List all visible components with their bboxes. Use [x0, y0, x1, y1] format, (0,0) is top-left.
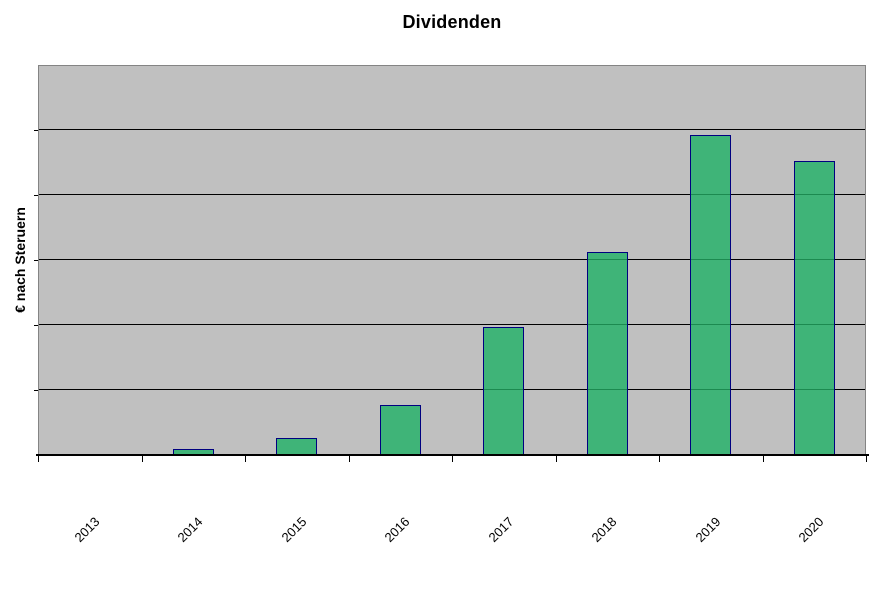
- bar-2014: [173, 449, 214, 454]
- bar-2017: [483, 327, 524, 454]
- bar-gridline-overlay: [484, 389, 523, 390]
- gridline: [39, 259, 865, 260]
- bar-2016: [380, 405, 421, 454]
- y-axis-label: € nach Steruern: [12, 207, 28, 313]
- y-axis-tick: [34, 195, 38, 196]
- x-tick-label-2017: 2017: [485, 514, 517, 546]
- y-axis-tick: [34, 390, 38, 391]
- bar-gridline-overlay: [588, 259, 627, 260]
- x-tick-label-2014: 2014: [174, 514, 206, 546]
- gridline: [39, 194, 865, 195]
- bar-gridline-overlay: [691, 194, 730, 195]
- x-axis-tick: [142, 456, 143, 462]
- x-axis-tick: [866, 456, 867, 462]
- x-tick-label-2020: 2020: [795, 514, 827, 546]
- bar-gridline-overlay: [795, 324, 834, 325]
- gridline: [39, 324, 865, 325]
- bar-2019: [690, 135, 731, 454]
- bar-gridline-overlay: [588, 324, 627, 325]
- bar-gridline-overlay: [588, 389, 627, 390]
- bar-gridline-overlay: [691, 259, 730, 260]
- bar-gridline-overlay: [795, 259, 834, 260]
- bar-gridline-overlay: [795, 389, 834, 390]
- y-axis-tick: [34, 325, 38, 326]
- x-axis-tick: [659, 456, 660, 462]
- x-axis-tick: [245, 456, 246, 462]
- bar-gridline-overlay: [691, 389, 730, 390]
- bar-2020: [794, 161, 835, 454]
- x-axis-line: [36, 454, 869, 456]
- x-axis-tick: [763, 456, 764, 462]
- y-axis-tick: [34, 260, 38, 261]
- chart-title: Dividenden: [402, 12, 502, 32]
- x-tick-label-2016: 2016: [381, 514, 413, 546]
- gridline: [39, 129, 865, 130]
- bar-gridline-overlay: [691, 324, 730, 325]
- x-tick-label-2015: 2015: [278, 514, 310, 546]
- x-axis-tick: [452, 456, 453, 462]
- x-tick-label-2019: 2019: [692, 514, 724, 546]
- bar-2015: [276, 438, 317, 454]
- x-tick-label-2013: 2013: [71, 514, 103, 546]
- y-axis-tick: [34, 130, 38, 131]
- gridline: [39, 389, 865, 390]
- x-axis-tick: [349, 456, 350, 462]
- plot-area: [38, 65, 866, 455]
- x-axis-tick: [556, 456, 557, 462]
- bar-2018: [587, 252, 628, 454]
- bar-gridline-overlay: [795, 194, 834, 195]
- x-axis-tick: [38, 456, 39, 462]
- x-tick-label-2018: 2018: [588, 514, 620, 546]
